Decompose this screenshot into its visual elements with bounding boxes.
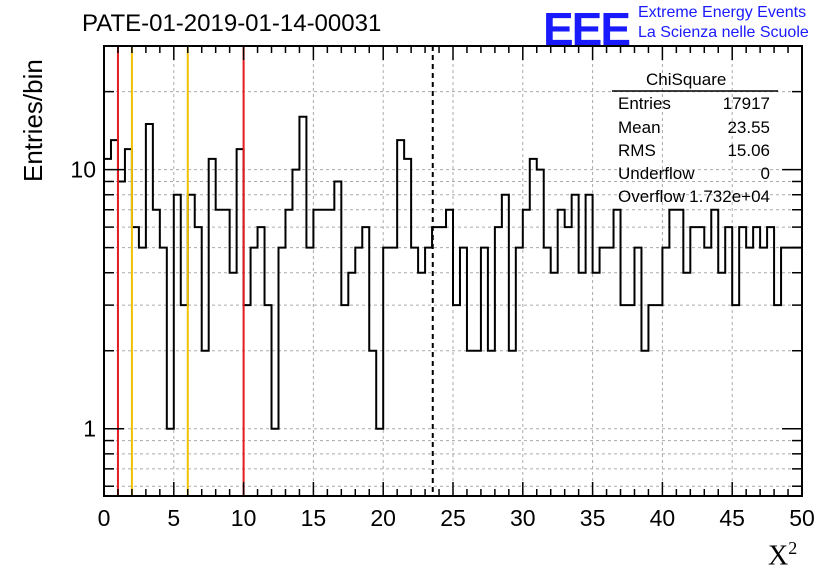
- chart-title: PATE-01-2019-01-14-00031: [82, 10, 382, 37]
- x-tick-label-4: 20: [370, 505, 396, 531]
- stats-value-entries: 17917: [722, 94, 770, 113]
- x-tick-label-3: 15: [301, 505, 327, 531]
- x-axis-label: X2: [768, 538, 797, 572]
- x-tick-label-5: 25: [440, 505, 466, 531]
- stats-label-overflow: Overflow: [618, 187, 686, 206]
- y-axis-label: Entries/bin: [18, 59, 48, 182]
- stats-value-mean: 23.55: [727, 118, 770, 137]
- stats-value-underflow: 0: [760, 164, 770, 183]
- stats-title: ChiSquare: [646, 70, 727, 89]
- x-tick-label-6: 30: [510, 505, 536, 531]
- y-tick-label-1: 10: [70, 157, 96, 183]
- x-axis-label-base: X: [768, 540, 789, 572]
- stats-label-mean: Mean: [618, 118, 661, 137]
- x-tick-label-2: 10: [231, 505, 257, 531]
- x-tick-label-10: 50: [789, 505, 815, 531]
- stats-label-underflow: Underflow: [618, 164, 695, 183]
- stats-label-entries: Entries: [618, 94, 671, 113]
- logo-line-1: Extreme Energy Events: [638, 4, 807, 21]
- stats-value-rms: 15.06: [727, 141, 770, 160]
- x-tick-label-1: 5: [167, 505, 180, 531]
- eee-logo: EEE: [543, 3, 631, 55]
- x-axis-label-superscript: 2: [788, 538, 798, 558]
- histogram-series: [103, 115, 803, 496]
- stats-value-overflow: 1.732e+04: [689, 187, 770, 206]
- x-tick-label-7: 35: [580, 505, 606, 531]
- stats-label-rms: RMS: [618, 141, 656, 160]
- x-tick-label-9: 45: [719, 505, 745, 531]
- logo-line-2: La Scienza nelle Scuole: [638, 24, 809, 41]
- x-tick-label-8: 40: [650, 505, 676, 531]
- y-tick-label-0: 1: [83, 416, 96, 442]
- x-tick-label-0: 0: [98, 505, 111, 531]
